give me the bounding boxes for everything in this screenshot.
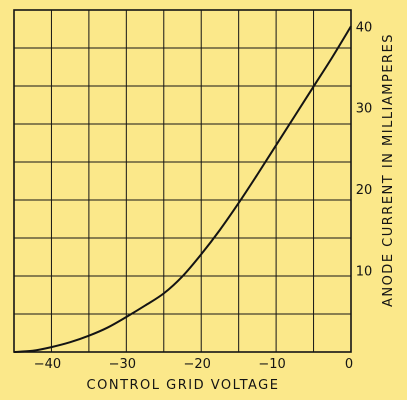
y-tick-label: 30 (356, 102, 373, 117)
y-tick-label: 20 (356, 183, 373, 198)
plot-frame (13, 9, 352, 353)
x-tick-label: −10 (258, 357, 285, 372)
x-axis-ticks: −40 −30 −20 −10 0 (34, 357, 353, 372)
x-axis-title: CONTROL GRID VOLTAGE (87, 378, 280, 393)
x-tick-label: 0 (345, 357, 353, 372)
x-tick-label: −20 (184, 357, 211, 372)
y-axis-ticks: 10 20 30 40 (356, 20, 373, 279)
y-tick-label: 10 (356, 265, 373, 280)
x-tick-label: −40 (34, 357, 61, 372)
y-tick-label: 40 (356, 20, 373, 35)
x-tick-label: −30 (109, 357, 136, 372)
anode-current-curve (13, 25, 352, 353)
grid (14, 10, 351, 352)
y-axis-title: ANODE CURRENT IN MILLIAMPERES (381, 33, 396, 307)
